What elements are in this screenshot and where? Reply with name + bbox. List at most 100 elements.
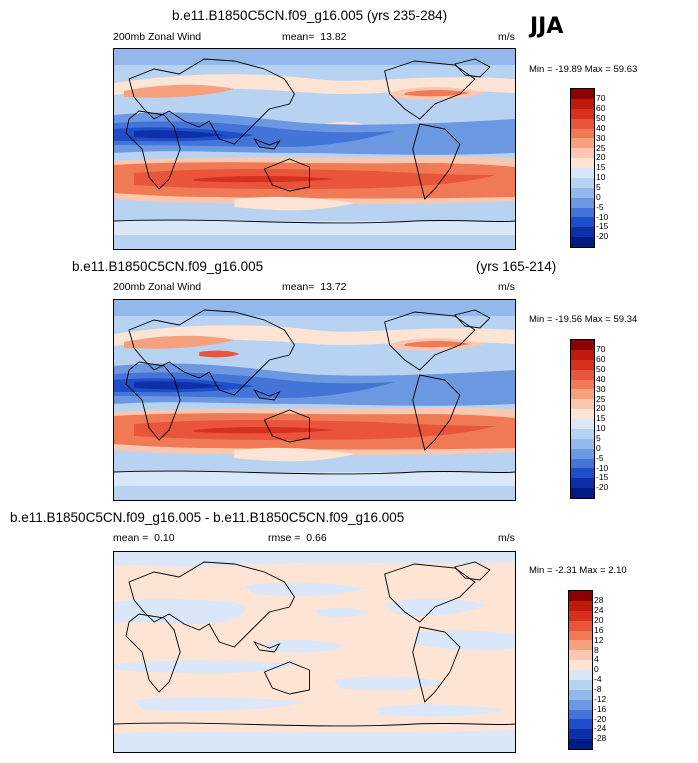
cb1-band — [571, 237, 594, 247]
cb1-band — [571, 217, 594, 228]
panel1-units: m/s — [498, 31, 515, 43]
panel1-mean-label: mean= — [282, 31, 315, 43]
cb1-tick: -5 — [596, 202, 604, 212]
cb3-band — [569, 709, 592, 720]
cb3-band — [569, 660, 592, 670]
cb1-band — [571, 98, 594, 109]
panel2-mean-value: 13.72 — [320, 281, 347, 293]
cb1-band — [571, 177, 594, 188]
cb2-band — [571, 458, 594, 469]
panel2-field — [114, 300, 515, 500]
cb1-tick: -20 — [596, 231, 609, 241]
cb2-band — [571, 399, 594, 410]
panel1-colorbar — [570, 88, 595, 248]
cb3-band — [569, 679, 592, 690]
cb2-band — [571, 389, 594, 400]
cb1-band — [571, 108, 594, 119]
cb2-band — [571, 359, 594, 370]
cb1-band — [571, 187, 594, 198]
panel1-field — [114, 49, 515, 249]
cb3-tick: 28 — [594, 595, 604, 605]
panel1-minmax: Min = -19.89 Max = 59.63 — [529, 64, 638, 75]
panel3-map — [113, 551, 516, 753]
cb2-tick: 10 — [596, 423, 606, 433]
cb1-band — [571, 89, 594, 99]
cb1-tick: 10 — [596, 172, 606, 182]
cb1-tick: 30 — [596, 133, 606, 143]
cb1-band — [571, 197, 594, 208]
panel2-minmax: Min = -19.56 Max = 59.34 — [529, 314, 638, 325]
cb2-band — [571, 428, 594, 439]
cb3-tick: -4 — [594, 674, 602, 684]
cb1-band — [571, 227, 594, 238]
cb3-tick: 8 — [594, 645, 599, 655]
cb1-tick: 50 — [596, 113, 606, 123]
cb2-tick: 70 — [596, 344, 606, 354]
panel3-rmse-label: rmse = — [268, 532, 301, 544]
cb3-band — [569, 610, 592, 621]
cb3-band — [569, 620, 592, 631]
panel2-title: b.e11.B1850C5CN.f09_g16.005 — [72, 259, 264, 274]
panel3-mean-value: 0.10 — [154, 532, 175, 544]
cb2-tick: -20 — [596, 482, 609, 492]
panel1-title: b.e11.B1850C5CN.f09_g16.005 (yrs 235-284… — [172, 8, 448, 23]
panel1-map — [113, 48, 516, 250]
cb1-tick: 60 — [596, 103, 606, 113]
cb3-tick: 4 — [594, 654, 599, 664]
cb1-tick: 0 — [596, 192, 601, 202]
panel3-mean: mean = 0.10 — [113, 532, 175, 544]
cb1-tick: 40 — [596, 123, 606, 133]
cb2-tick: 60 — [596, 354, 606, 364]
cb1-band — [571, 118, 594, 129]
cb3-band — [569, 670, 592, 680]
cb2-tick: 25 — [596, 394, 606, 404]
cb2-tick: -5 — [596, 453, 604, 463]
cb2-tick: 30 — [596, 384, 606, 394]
panel2-title-years: (yrs 165-214) — [476, 259, 557, 274]
cb1-tick: 15 — [596, 162, 606, 172]
cb2-tick: -10 — [596, 463, 609, 473]
cb3-band — [569, 719, 592, 730]
cb2-band — [571, 379, 594, 390]
cb2-band — [571, 468, 594, 479]
panel2-variable: 200mb Zonal Wind — [113, 281, 202, 293]
cb3-band — [569, 640, 592, 651]
cb3-tick: 12 — [594, 635, 604, 645]
cb3-tick: -12 — [594, 694, 607, 704]
cb2-band — [571, 419, 594, 429]
panel2-mean-label: mean= — [282, 281, 315, 293]
cb3-band — [569, 600, 592, 611]
panel3-colorbar — [568, 590, 593, 750]
cb3-band — [569, 630, 592, 641]
cb1-tick: 70 — [596, 93, 606, 103]
cb3-band — [569, 729, 592, 740]
cb3-tick: -28 — [594, 733, 607, 743]
panel3-mean-label: mean = — [113, 532, 149, 544]
panel3-minmax: Min = -2.31 Max = 2.10 — [529, 565, 627, 576]
cb2-tick: 15 — [596, 413, 606, 423]
panel3-title: b.e11.B1850C5CN.f09_g16.005 - b.e11.B185… — [10, 510, 405, 525]
cb3-tick: 0 — [594, 664, 599, 674]
cb3-tick: -16 — [594, 704, 607, 714]
cb3-tick: 20 — [594, 615, 604, 625]
panel1-mean: mean= 13.82 — [282, 31, 347, 43]
cb1-band — [571, 128, 594, 139]
cb3-band — [569, 739, 592, 749]
cb3-tick: -24 — [594, 723, 607, 733]
cb1-band — [571, 158, 594, 168]
cb1-tick: 20 — [596, 152, 606, 162]
panel1-mean-value: 13.82 — [320, 31, 347, 43]
cb1-band — [571, 168, 594, 178]
cb1-band — [571, 207, 594, 218]
panel3-units: m/s — [498, 532, 515, 544]
panel2-colorbar — [570, 339, 595, 499]
panel3-field — [114, 552, 515, 752]
cb3-band — [569, 689, 592, 700]
panel2-mean: mean= 13.72 — [282, 281, 347, 293]
panel2-units: m/s — [498, 281, 515, 293]
cb2-band — [571, 438, 594, 449]
cb2-band — [571, 478, 594, 489]
cb2-band — [571, 349, 594, 360]
cb2-band — [571, 488, 594, 498]
